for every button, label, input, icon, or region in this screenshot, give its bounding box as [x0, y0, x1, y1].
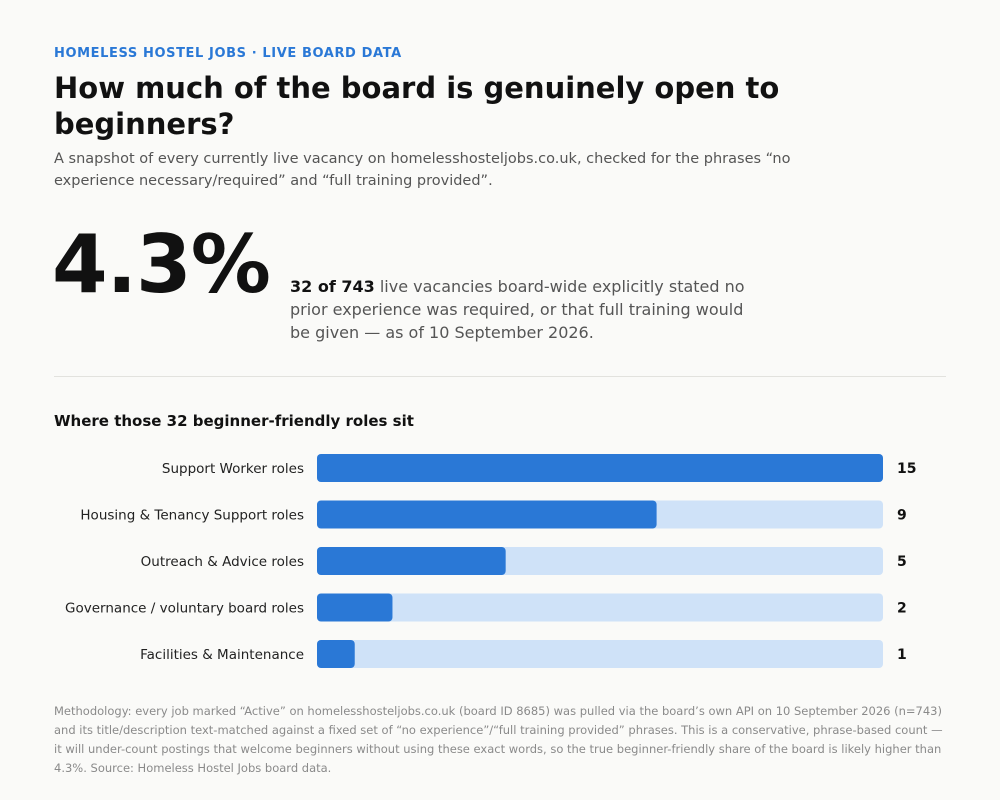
bar — [317, 547, 506, 575]
category-label: Housing & Tenancy Support roles — [80, 508, 304, 524]
divider — [54, 376, 946, 377]
category-label: Outreach & Advice roles — [141, 554, 304, 570]
bar — [317, 640, 355, 668]
methodology-note: Methodology: every job marked “Active” o… — [54, 704, 943, 775]
value-label: 1 — [897, 647, 907, 663]
bar — [317, 454, 883, 482]
bar-track — [317, 640, 883, 668]
bar — [317, 593, 393, 622]
page-subtitle: A snapshot of every currently live vacan… — [54, 151, 791, 189]
value-label: 15 — [897, 461, 916, 477]
page-title: How much of the board is genuinely open … — [54, 71, 780, 141]
bar-track — [317, 593, 883, 622]
category-label: Support Worker roles — [162, 461, 304, 477]
bar — [317, 500, 657, 529]
headline-stat: 4.3% — [52, 218, 271, 311]
category-label: Governance / voluntary board roles — [65, 601, 304, 617]
stat-highlight: 32 of 743 — [290, 277, 375, 296]
value-label: 2 — [897, 601, 907, 617]
stat-text: live vacancies board-wide explicitly sta… — [290, 277, 745, 342]
eyebrow-label: HOMELESS HOSTEL JOBS · LIVE BOARD DATA — [54, 46, 402, 61]
value-label: 5 — [897, 554, 907, 570]
value-label: 9 — [897, 508, 907, 524]
category-label: Facilities & Maintenance — [140, 647, 304, 663]
stat-description: 32 of 743 live vacancies board-wide expl… — [290, 275, 750, 344]
chart-title: Where those 32 beginner-friendly roles s… — [54, 412, 414, 430]
